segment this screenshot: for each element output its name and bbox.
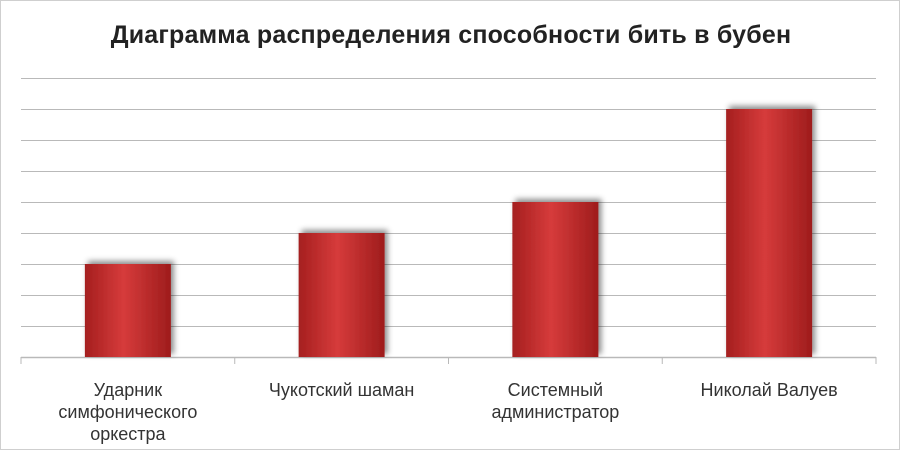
x-tick-label: Чукотский шаман <box>268 380 415 400</box>
bar <box>298 233 385 357</box>
bar <box>726 109 813 357</box>
x-tick-label: Николай Валуев <box>700 380 838 400</box>
x-tick-label: Ударник симфонического оркестра <box>58 380 198 444</box>
bar <box>512 202 599 357</box>
chart-title: Диаграмма распределения способности бить… <box>110 21 792 49</box>
x-tick-label: Системный администратор <box>491 380 620 422</box>
bar <box>84 264 171 357</box>
